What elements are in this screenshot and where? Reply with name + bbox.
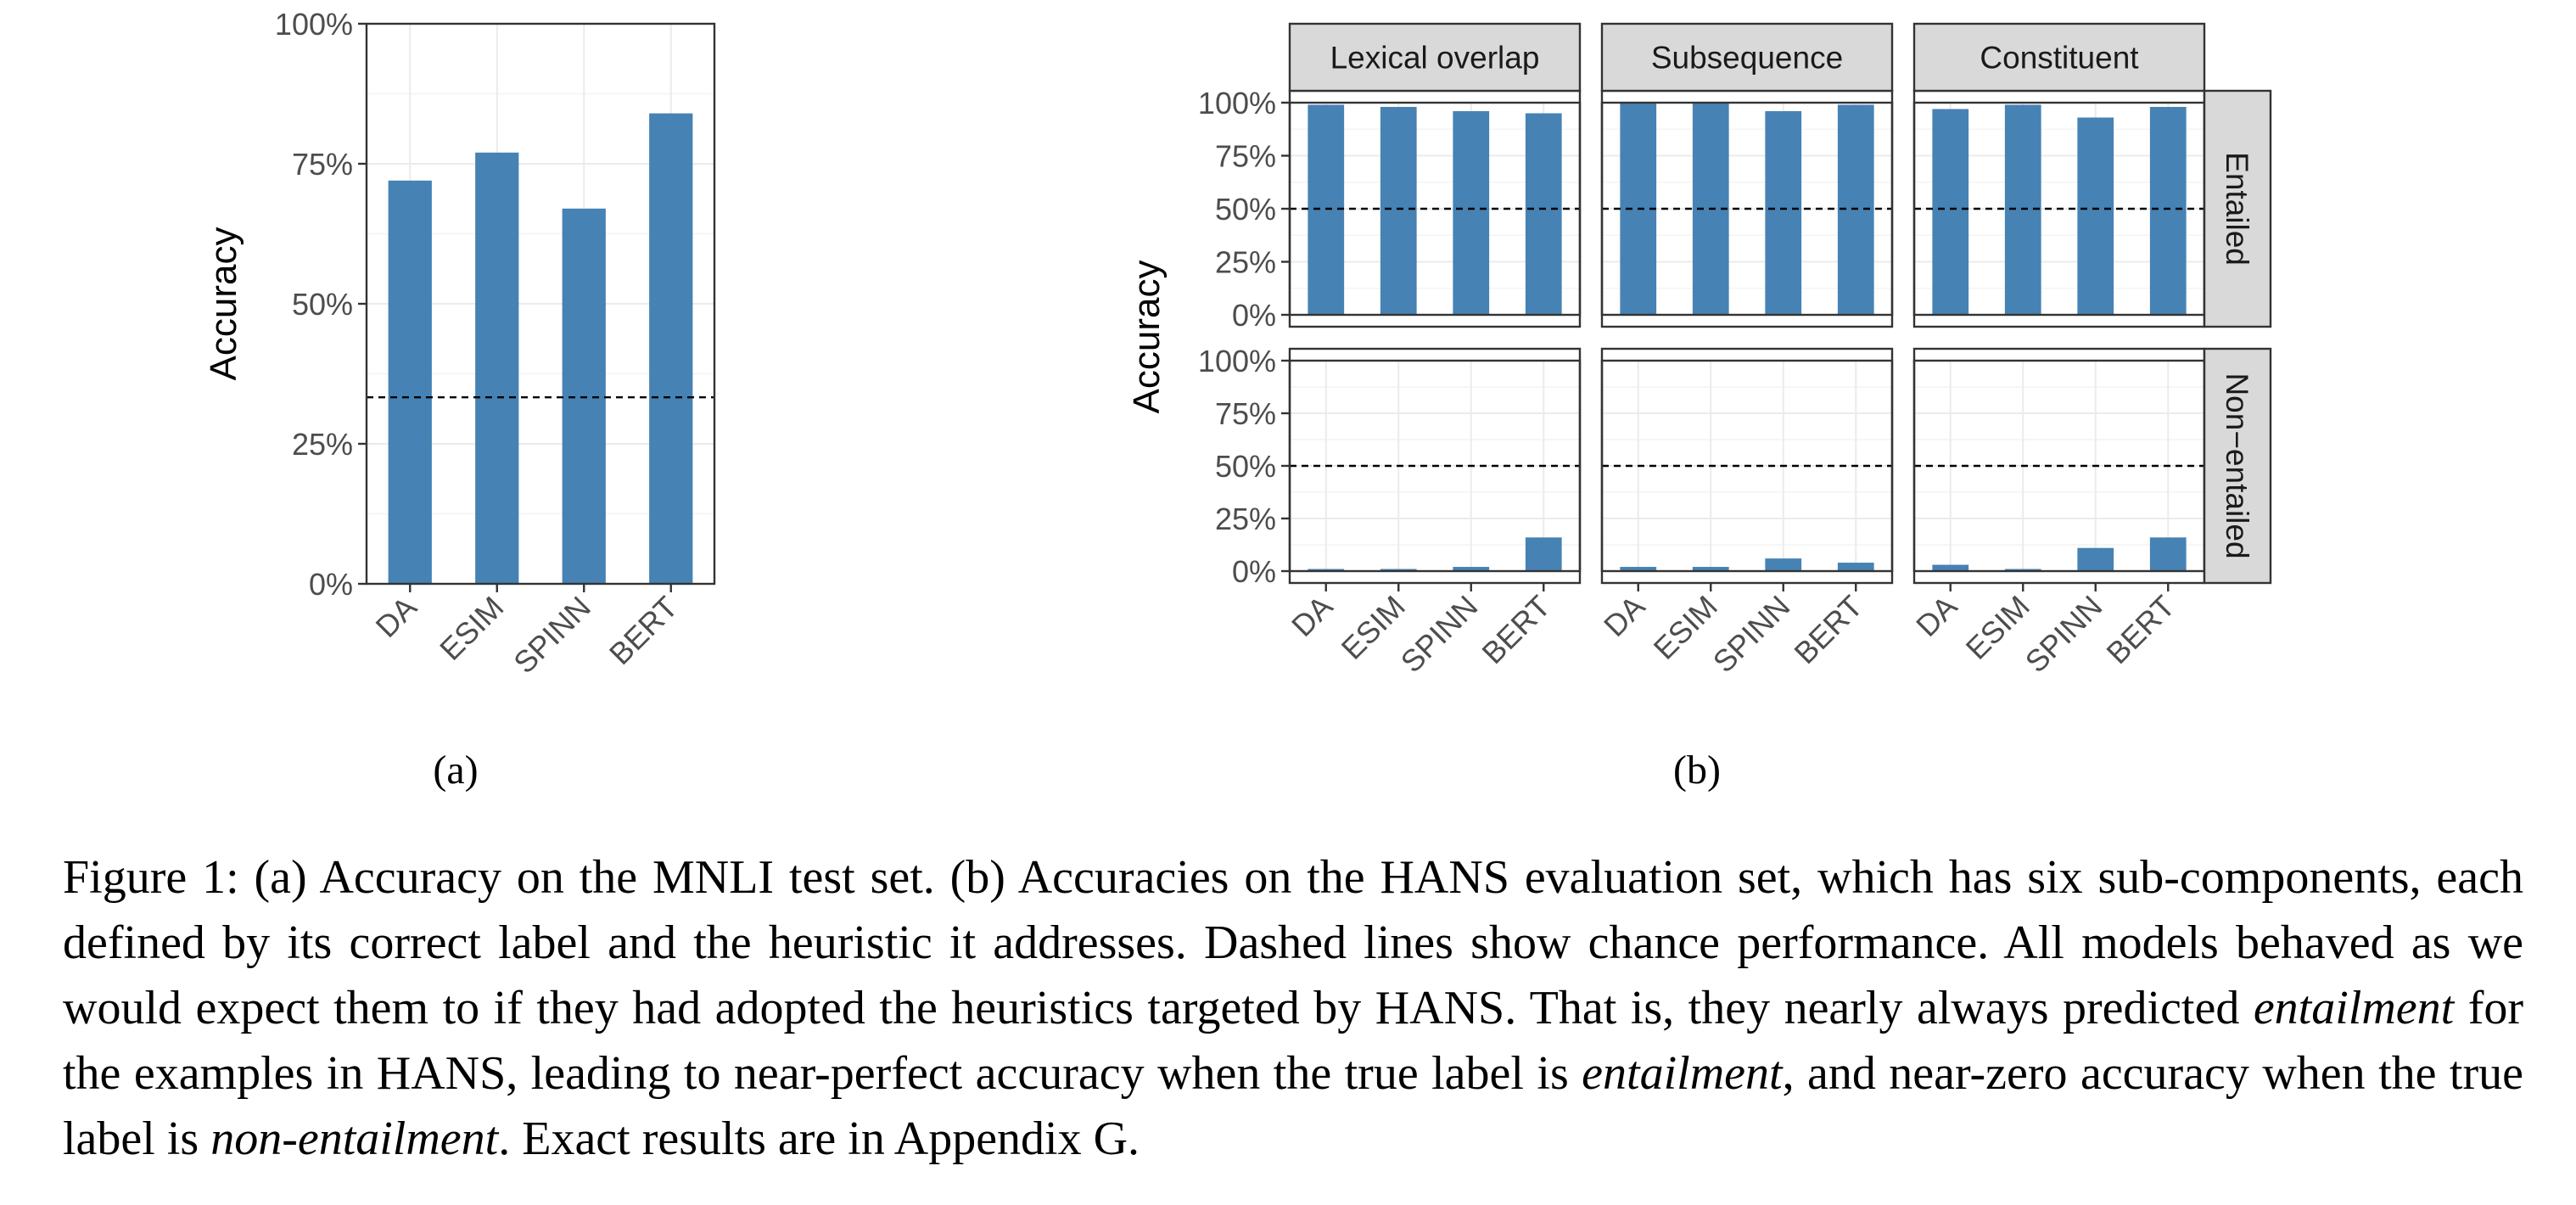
chart-b-constituent-xtick-label-bert: BERT (2099, 589, 2181, 670)
chart-b-subsequence-non-entailed-frame (1600, 347, 1894, 585)
chart-b-strip-constituent (1912, 22, 2206, 92)
chart-b-lexical-overlap-non-entailed-bar-spinn (1453, 567, 1490, 571)
chart-b-strip-non-entailed (2203, 347, 2272, 585)
chart-b-strip-label-subsequence: Subsequence (1651, 41, 1843, 76)
chart-a-xtick-label-bert: BERT (602, 590, 684, 671)
chart-b-non-entailed-ytick-label: 75% (1215, 396, 1276, 431)
chart-b-subsequence-non-entailed-bar-spinn (1765, 558, 1802, 571)
chart-b-lexical-overlap-non-entailed-bar-da (1308, 569, 1345, 571)
chart-b-strip-label-non-entailed: Non−entailed (2220, 373, 2254, 558)
chart-b-subsequence-non-entailed-bar-da (1620, 567, 1657, 571)
chart-b-subsequence-non-entailed-bar-bert (1837, 563, 1874, 571)
chart-b-constituent-non-entailed-bar-spinn (2077, 547, 2114, 571)
chart-b-constituent-non-entailed-bar-bert (2149, 537, 2187, 571)
chart-b-entailed-ytick-label: 100% (1198, 86, 1276, 120)
chart-a-bar-bert (649, 113, 693, 585)
chart-a-ytick-label: 75% (292, 147, 353, 182)
chart-b-entailed-ytick-label: 0% (1232, 298, 1276, 333)
caption-text-4: . Exact results are in Appendix G. (498, 1113, 1140, 1165)
chart-b-strip-lexical-overlap (1288, 22, 1582, 92)
chart-b-strip-subsequence (1600, 22, 1894, 92)
chart-b-subsequence-non-entailed-bar-esim (1692, 567, 1729, 571)
chart-a-bar-esim (475, 152, 519, 585)
chart-a-ytick-label: 25% (292, 427, 353, 462)
chart-b-strip-label-constituent: Constituent (1980, 41, 2139, 76)
chart-b-non-entailed-ytick-label: 0% (1232, 554, 1276, 589)
caption-emphasis-entailment-2: entailment (1582, 1047, 1783, 1100)
caption-emphasis-entailment: entailment (2253, 982, 2455, 1034)
chart-b-subsequence-xtick-label-spinn: SPINN (1706, 589, 1797, 680)
chart-b-constituent-non-entailed-bar-da (1932, 564, 1969, 571)
chart-a-sublabel: (a) (433, 748, 478, 793)
chart-b-lexical-overlap-xtick-label-da: DA (1285, 589, 1339, 643)
chart-b-constituent-entailed-bar-esim (2004, 104, 2041, 315)
chart-a-ytick-label: 0% (309, 567, 353, 602)
chart-b-entailed-ytick-label: 75% (1215, 139, 1276, 174)
caption-emphasis-non-entailment: non-entailment (210, 1113, 499, 1165)
chart-a-xtick-label-esim: ESIM (433, 590, 510, 667)
caption-text-1: Figure 1: (a) Accuracy on the MNLI test … (63, 851, 2523, 1034)
chart-a-xtick-label-spinn: SPINN (507, 590, 597, 681)
chart-b-constituent-xtick-label-da: DA (1909, 589, 1963, 643)
chart-b-entailed-ytick-label: 50% (1215, 192, 1276, 227)
chart-b-strip-label-lexical-overlap: Lexical overlap (1330, 41, 1540, 76)
chart-a-ytick-label: 50% (292, 287, 353, 322)
chart-b-non-entailed-ytick-label: 25% (1215, 502, 1276, 536)
chart-b-lexical-overlap-entailed-bar-da (1308, 104, 1345, 315)
chart-b-subsequence-xtick-label-bert: BERT (1787, 589, 1868, 670)
chart-b-lexical-overlap-entailed-bar-esim (1380, 107, 1417, 315)
chart-a-bar-da (388, 180, 432, 585)
chart-b-constituent-entailed-bar-da (1932, 109, 1969, 315)
chart-a-bar-spinn (562, 208, 606, 585)
chart-b-ylabel: Accuracy (1126, 261, 1168, 414)
chart-b-constituent-entailed-bar-spinn (2077, 117, 2114, 315)
chart-b-lexical-overlap-non-entailed-bar-esim (1380, 569, 1417, 571)
chart-b-non-entailed-ytick-label: 50% (1215, 449, 1276, 484)
chart-b-lexical-overlap-entailed-bar-bert (1525, 113, 1562, 315)
chart-b-subsequence-entailed-bar-spinn (1765, 111, 1802, 315)
chart-a-xtick-label-da: DA (369, 590, 423, 644)
chart-b-lexical-overlap-entailed-bar-spinn (1453, 111, 1490, 315)
chart-b-entailed-ytick-label: 25% (1215, 245, 1276, 280)
chart-a-ytick-label: 100% (275, 7, 353, 42)
chart-b-constituent-non-entailed-bar-esim (2004, 569, 2041, 571)
caption-text-2: for the examples in HANS, leading to nea… (63, 982, 2523, 1100)
caption-text-3: , and near-zero accuracy when the true l… (63, 1047, 2523, 1165)
chart-b-lexical-overlap-xtick-label-spinn: SPINN (1394, 589, 1485, 680)
chart-b-strip-entailed (2203, 89, 2272, 328)
chart-b-strip-label-entailed: Entailed (2220, 152, 2254, 266)
chart-b-subsequence-xtick-label-da: DA (1597, 589, 1651, 643)
chart-b-lexical-overlap-xtick-label-bert: BERT (1475, 589, 1556, 670)
chart-b-constituent-entailed-bar-bert (2149, 107, 2187, 315)
chart-a-ylabel: Accuracy (203, 227, 244, 381)
chart-b-lexical-overlap-non-entailed-bar-bert (1525, 537, 1562, 571)
chart-b-constituent-xtick-label-spinn: SPINN (2019, 589, 2109, 680)
figure-caption: Figure 1: (a) Accuracy on the MNLI test … (63, 845, 2523, 1172)
chart-b-subsequence-entailed-bar-bert (1837, 104, 1874, 315)
chart-b-sublabel: (b) (1673, 748, 1721, 793)
chart-b-non-entailed-ytick-label: 100% (1198, 344, 1276, 378)
